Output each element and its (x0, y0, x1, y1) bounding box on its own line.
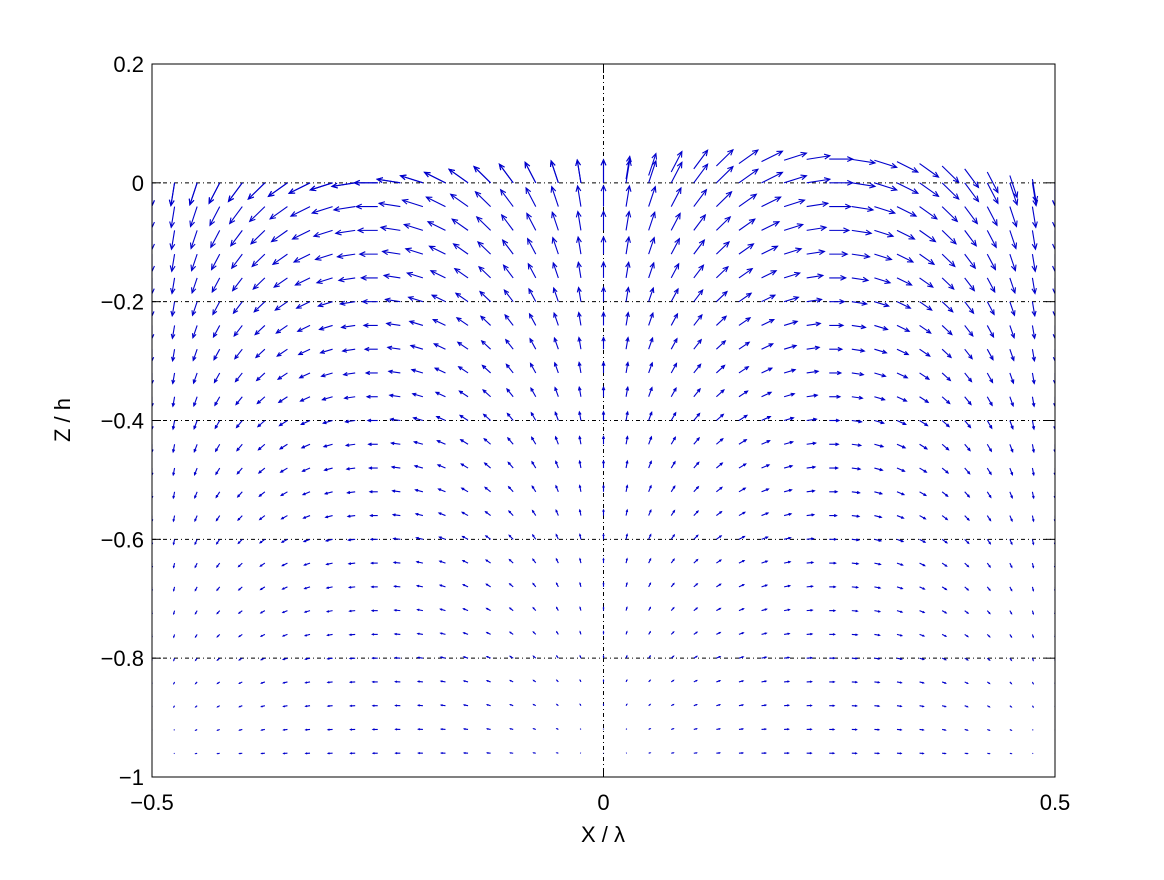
y-tick-label: 0.2 (113, 52, 144, 77)
vector-arrow (464, 753, 468, 754)
vector-arrow (373, 753, 378, 754)
vector-arrow (510, 753, 513, 754)
vector-arrow (418, 753, 422, 754)
vector-arrow (174, 682, 175, 684)
vector-arrow (852, 753, 857, 754)
vector-arrow (603, 583, 604, 587)
vector-arrow (351, 753, 356, 754)
vector-arrow (987, 753, 989, 754)
vector-arrow (580, 729, 581, 730)
y-tick-label: −0.8 (101, 646, 144, 671)
vector-arrow (557, 729, 558, 730)
vector-arrow (328, 753, 332, 754)
vector-arrow (829, 729, 834, 730)
vector-arrow (1032, 682, 1033, 684)
vector-arrow (626, 729, 627, 730)
y-tick-label: 0 (132, 171, 144, 196)
vector-arrow (829, 634, 834, 636)
vector-arrow (784, 753, 788, 754)
vector-arrow (603, 632, 604, 635)
vector-arrow (240, 753, 243, 754)
vector-arrow (829, 681, 834, 682)
vector-arrow (603, 680, 604, 682)
x-tick-label: 0.5 (1040, 790, 1071, 815)
vector-arrow (671, 753, 673, 754)
x-tick-label: −0.5 (130, 790, 173, 815)
vector-arrow (829, 705, 834, 706)
vector-arrow (218, 753, 220, 754)
x-tick-label: 0 (597, 790, 609, 815)
vector-arrow (762, 753, 766, 754)
vector-arrow (716, 753, 719, 754)
vector-arrow (306, 753, 310, 754)
vector-arrow (1032, 706, 1033, 707)
vector-arrow (441, 753, 445, 754)
vector-arrow (373, 729, 378, 730)
y-tick-label: −0.4 (101, 409, 144, 434)
vector-arrow (829, 657, 834, 658)
vector-arrow (920, 753, 924, 754)
vector-arrow (649, 729, 650, 730)
vector-arrow (874, 753, 878, 754)
vector-arrow (626, 680, 627, 682)
vector-arrow (373, 657, 378, 658)
vector-arrow (196, 729, 197, 730)
vector-arrow (1032, 729, 1033, 730)
vector-arrow (739, 753, 743, 754)
vector-arrow (603, 534, 604, 539)
vector-arrow (487, 753, 490, 754)
vector-arrow (174, 729, 175, 730)
x-axis-label: X / λ (581, 822, 625, 847)
y-tick-label: −0.2 (101, 290, 144, 315)
vector-arrow (942, 753, 945, 754)
y-tick-label: −0.6 (101, 527, 144, 552)
vector-arrow (262, 753, 265, 754)
vector-arrow (373, 681, 378, 682)
vector-arrow (372, 634, 377, 636)
vector-arrow (897, 753, 901, 754)
vector-arrow (603, 656, 604, 658)
vector-arrow (174, 706, 175, 707)
y-tick-label: −1 (119, 765, 144, 790)
vector-arrow (852, 729, 857, 730)
vector-arrow (603, 607, 604, 610)
vector-arrow (396, 753, 401, 754)
vector-arrow (284, 753, 288, 754)
vector-arrow (603, 559, 604, 563)
vector-arrow (580, 680, 581, 682)
vector-arrow (694, 753, 697, 754)
vector-arrow (373, 705, 378, 706)
y-axis-label: Z / h (50, 398, 75, 442)
vector-arrow (626, 704, 627, 705)
vector-arrow (829, 753, 834, 754)
vector-arrow (807, 729, 812, 730)
vector-arrow (350, 729, 355, 730)
vector-arrow (396, 729, 401, 730)
vector-arrow (580, 704, 581, 705)
vector-arrow (1010, 729, 1011, 730)
vector-arrow (965, 753, 968, 754)
vector-arrow (534, 753, 536, 754)
vector-arrow (807, 753, 812, 754)
